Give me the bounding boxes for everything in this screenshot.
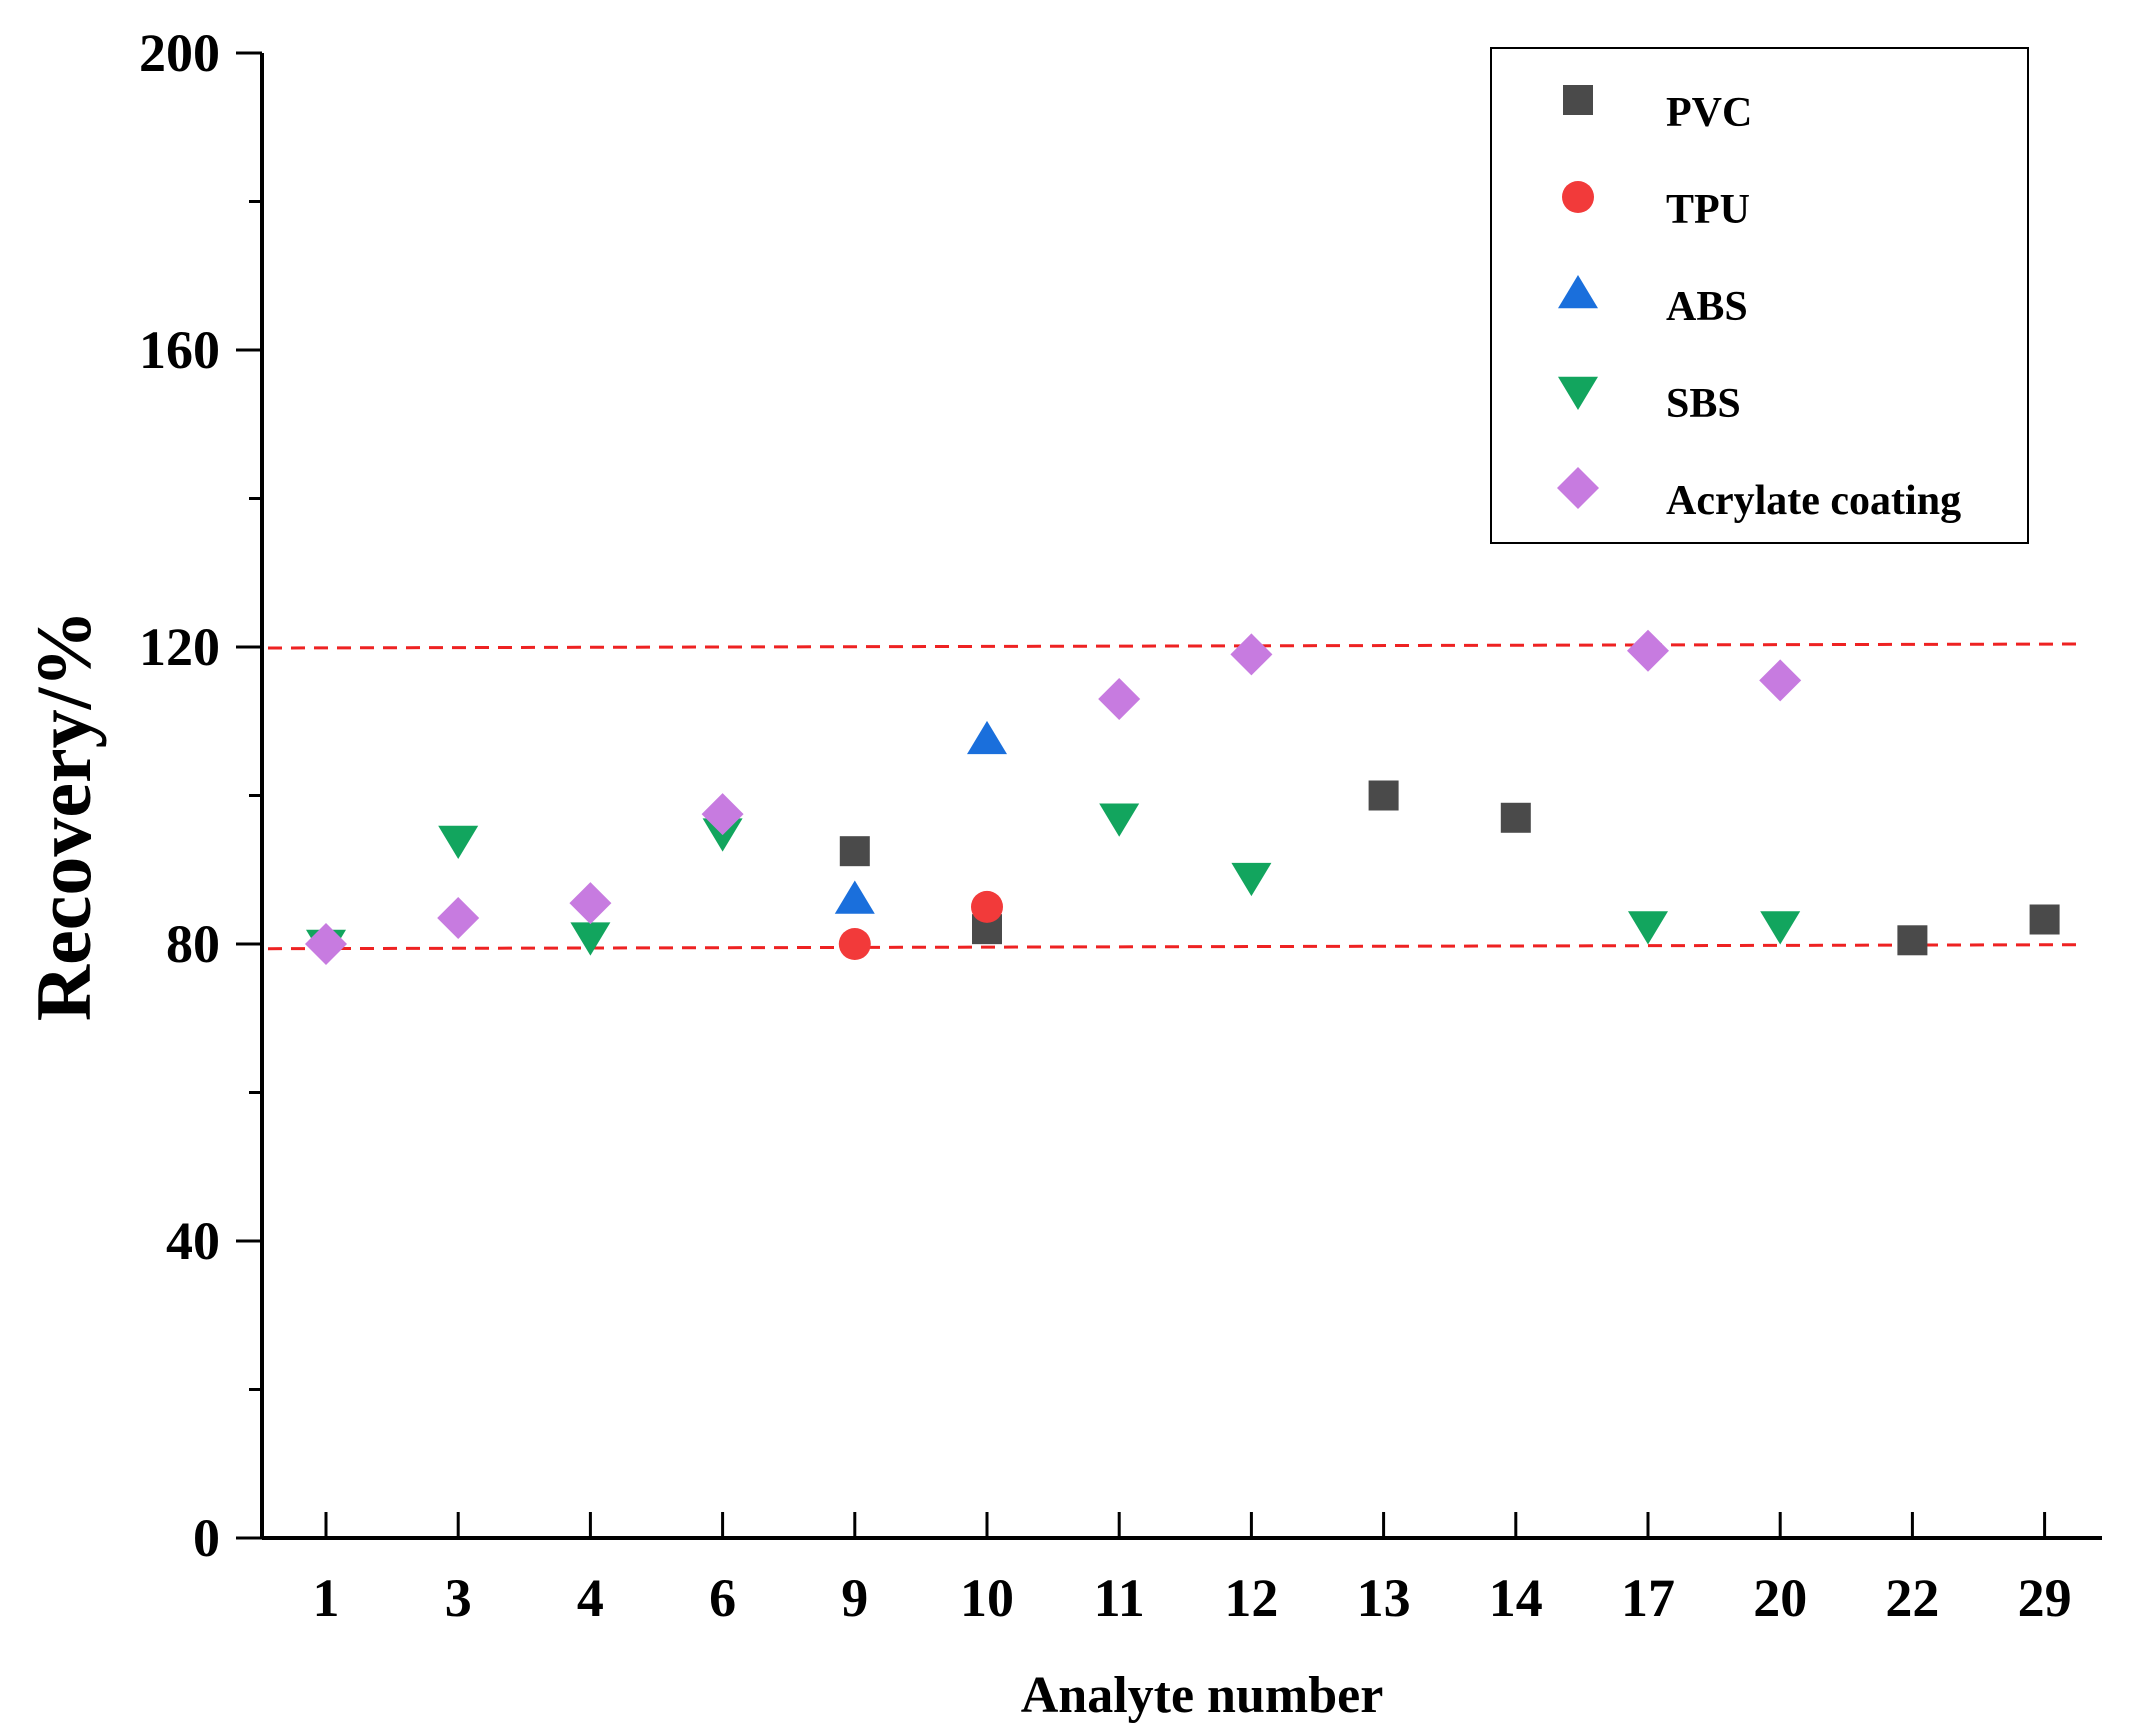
x-axis-title: Analyte number [1021,1667,1384,1724]
acrylate-coating-point [437,897,480,940]
reference-lines [267,642,2083,951]
legend-label-abs: ABS [1666,284,1748,330]
upper-limit-line [267,642,2083,650]
sbs-point [570,922,611,956]
legend-label-pvc: PVC [1666,90,1752,136]
legend-marker-abs [1558,275,1598,309]
legend-marker-sbs [1558,376,1598,410]
x-tick-label: 22 [1885,1568,1939,1628]
y-tick-label: 40 [166,1211,220,1271]
y-axis-title: Recovery/% [20,610,107,1021]
abs-point [834,880,875,914]
sbs-point [1760,911,1801,945]
legend-marker-acrylate-coating [1557,467,1599,509]
x-tick-label: 1 [313,1568,340,1628]
x-tick-label: 10 [960,1568,1014,1628]
abs-point [967,720,1007,755]
x-tick-label: 29 [2018,1568,2072,1628]
x-tick-label: 12 [1224,1568,1278,1628]
sbs-point [438,825,479,860]
tpu-point [971,890,1003,923]
x-tick-label: 6 [709,1568,736,1628]
x-tick-label: 20 [1753,1568,1807,1628]
pvc-point [1897,925,1928,956]
y-tick-label: 0 [193,1508,220,1568]
acrylate-coating-point [1759,659,1802,702]
acrylate-coating-point [701,793,744,836]
lower-limit-line [267,943,2083,951]
y-tick-label: 80 [166,914,220,974]
y-tick-label: 160 [139,320,220,380]
x-tick-label: 13 [1357,1568,1411,1628]
legend: PVC TPU ABS SBS Acrylate coating [1490,47,2029,544]
x-tick-label: 4 [577,1568,604,1628]
data-points [305,629,2060,965]
pvc-point [1500,802,1531,833]
legend-label-acrylate-coating: Acrylate coating [1666,478,1961,524]
x-tick-label: 3 [445,1568,472,1628]
y-tick-label: 200 [139,23,220,83]
legend-marker-pvc [1563,85,1593,115]
acrylate-coating-point [1627,629,1669,672]
sbs-point [1628,911,1668,945]
legend-label-tpu: TPU [1666,187,1750,233]
sbs-point [1099,803,1140,837]
x-tick-label: 11 [1094,1568,1145,1628]
acrylate-coating-point [569,882,612,925]
pvc-point [1368,780,1399,811]
acrylate-coating-point [1098,677,1141,720]
legend-marker-tpu [1562,181,1594,213]
acrylate-coating-point [305,923,347,965]
pvc-point [2029,904,2060,935]
sbs-point [1231,862,1272,897]
acrylate-coating-point [1230,633,1273,676]
y-tick-label: 120 [139,617,220,677]
x-tick-label: 9 [841,1568,868,1628]
x-tick-label: 14 [1489,1568,1543,1628]
x-tick-label: 17 [1621,1568,1675,1628]
tpu-point [838,928,871,960]
pvc-point [839,836,870,867]
legend-label-sbs: SBS [1666,381,1741,427]
